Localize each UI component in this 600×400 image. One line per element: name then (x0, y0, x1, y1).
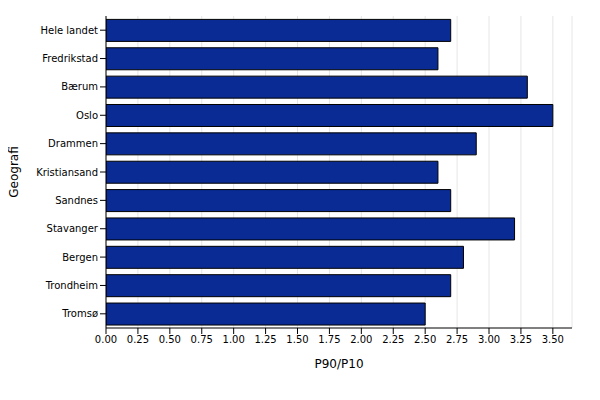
svg-text:Bergen: Bergen (62, 252, 98, 263)
svg-text:0.50: 0.50 (159, 334, 181, 345)
svg-text:Kristiansand: Kristiansand (36, 167, 98, 178)
svg-text:3.00: 3.00 (478, 334, 500, 345)
svg-text:Trondheim: Trondheim (45, 280, 98, 291)
svg-text:0.75: 0.75 (191, 334, 213, 345)
svg-text:2.50: 2.50 (414, 334, 436, 345)
svg-text:1.75: 1.75 (318, 334, 340, 345)
svg-text:3.50: 3.50 (542, 334, 564, 345)
svg-text:Sandnes: Sandnes (55, 195, 98, 206)
svg-text:Fredrikstad: Fredrikstad (42, 53, 98, 64)
svg-text:2.00: 2.00 (350, 334, 372, 345)
svg-text:2.25: 2.25 (382, 334, 404, 345)
svg-text:2.75: 2.75 (446, 334, 468, 345)
svg-text:Tromsø: Tromsø (61, 308, 98, 319)
svg-text:Stavanger: Stavanger (47, 223, 99, 234)
svg-text:1.00: 1.00 (223, 334, 245, 345)
svg-text:Oslo: Oslo (76, 110, 98, 121)
svg-text:P90/P10: P90/P10 (314, 357, 363, 371)
svg-text:0.00: 0.00 (95, 334, 117, 345)
svg-text:Geografi: Geografi (8, 146, 21, 198)
svg-text:Hele landet: Hele landet (41, 25, 99, 36)
svg-text:Bærum: Bærum (61, 81, 98, 92)
svg-text:1.25: 1.25 (254, 334, 276, 345)
svg-text:0.25: 0.25 (127, 334, 149, 345)
svg-text:Drammen: Drammen (48, 138, 98, 149)
svg-text:1.50: 1.50 (286, 334, 308, 345)
svg-text:3.25: 3.25 (510, 334, 532, 345)
